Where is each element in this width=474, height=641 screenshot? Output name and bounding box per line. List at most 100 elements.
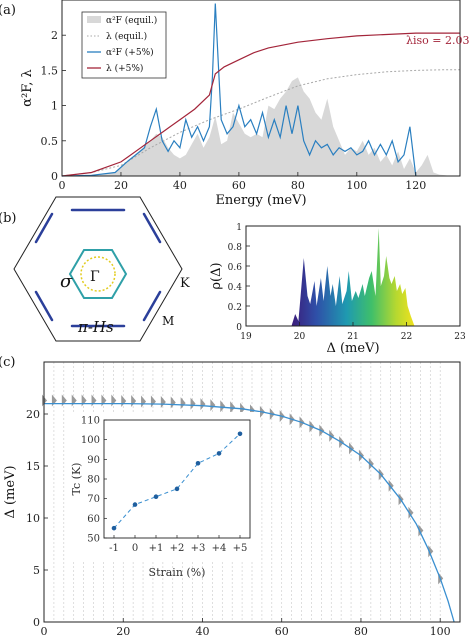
gap-distribution-point — [150, 395, 156, 408]
panel-label-a: (a) — [0, 3, 16, 18]
gamma-circle — [80, 256, 116, 292]
fermi-sheet-1 — [34, 212, 54, 244]
gap-distribution-point — [329, 429, 335, 442]
inset-y-tick-label: 50 — [87, 534, 100, 545]
gap-distribution-point — [61, 394, 67, 407]
inset-y-tick-label: 70 — [87, 494, 100, 505]
gap-distribution-point — [91, 394, 97, 407]
sigma-label: σ — [60, 271, 73, 292]
x-tick-label: 40 — [173, 179, 187, 192]
y-tick-label: 0.8 — [228, 243, 243, 253]
panel-a-frame — [61, 0, 461, 177]
gap-fit-curve — [44, 402, 455, 623]
y-tick-label: 1 — [51, 100, 58, 113]
gamma-label: Γ — [90, 269, 100, 285]
legend-label-strained-a2f: α²F (+5%) — [106, 47, 154, 58]
density-area — [291, 228, 415, 326]
gap-distribution-point — [160, 396, 166, 409]
y-tick-label: 5 — [33, 564, 40, 577]
inset-y-tick-label: 90 — [87, 455, 100, 466]
bz-hexagon — [13, 196, 183, 342]
inset-x-tick-label: +1 — [149, 543, 164, 554]
inset-x-tick-label: -1 — [109, 543, 119, 554]
x-tick-label: 100 — [346, 179, 367, 192]
panel-a-chart: 0 20 40 60 80 100 120 0 0.5 1 1.5 2 Energy (meV) α²… — [20, 0, 469, 208]
gap-distribution-point — [180, 397, 186, 410]
x-tick-label: 40 — [195, 625, 209, 638]
gap-distribution-point — [230, 401, 236, 414]
inset-tc-point — [216, 451, 222, 456]
legend-label-equil-lambda: λ (equil.) — [106, 31, 147, 42]
brillouin-zone-diagram: σ Γ K M π-Hs — [13, 196, 190, 342]
gap-distribution-point — [418, 524, 424, 537]
y-tick-label: 0.6 — [228, 263, 243, 273]
x-tick-label: 80 — [291, 179, 305, 192]
gap-distribution-point — [368, 457, 374, 470]
y-tick-label: 1 — [236, 223, 242, 233]
inset-x-tick-label: 0 — [132, 543, 138, 554]
gap-distribution-point — [51, 394, 57, 407]
y-tick-label: 10 — [26, 512, 40, 525]
gap-distribution-point — [220, 400, 226, 413]
gap-distribution-point — [121, 395, 127, 407]
gap-distribution-point — [170, 396, 176, 409]
gap-distribution-point — [81, 394, 87, 407]
panel-b-xlabel: Δ (meV) — [326, 341, 379, 356]
fermi-sheet-2 — [34, 290, 54, 322]
panel-c-frame — [43, 361, 461, 623]
y-tick-label: 0.2 — [228, 303, 242, 313]
inset-ylabel: Tc (K) — [70, 463, 83, 496]
inset-tc-point — [174, 486, 180, 492]
gap-distribution-point — [408, 506, 414, 519]
x-tick-label: 120 — [405, 179, 426, 192]
panel-label-c: (c) — [0, 355, 15, 370]
inset-tc-point — [237, 431, 243, 437]
y-tick-label: 0.5 — [41, 135, 59, 148]
inset-y-tick-label: 80 — [87, 475, 100, 486]
panel-a-xlabel: Energy (meV) — [215, 193, 306, 208]
inset-x-tick-label: +3 — [191, 543, 206, 554]
fermi-sheet-3 — [142, 212, 162, 244]
pi-hs-label: π-Hs — [77, 318, 114, 336]
gap-distribution-point — [210, 399, 216, 412]
panel-c-chart: 0 20 40 60 80 100 0 5 10 15 20 Δ (meV) -1 0 +1 +2 +3 +4… — [3, 361, 461, 638]
legend-swatch-equil-a2f — [87, 16, 101, 23]
inset-tc-point — [132, 502, 138, 507]
gap-distribution-point — [101, 394, 107, 407]
pi-fermi-sheets — [34, 208, 162, 328]
x-tick-label: 20 — [116, 625, 130, 638]
x-tick-label: 60 — [232, 179, 246, 192]
panel-c-ylabel: Δ (meV) — [3, 465, 18, 518]
fermi-sheet-4 — [142, 290, 162, 322]
m-label: M — [162, 314, 174, 328]
gap-distribution-point — [131, 395, 137, 407]
x-tick-label: 20 — [294, 332, 306, 342]
inset-xlabel: Strain (%) — [149, 566, 206, 579]
legend-label-strained-lambda: λ (+5%) — [106, 63, 143, 74]
series-strained-a2f-line — [61, 3, 417, 177]
k-label: K — [180, 276, 190, 291]
x-tick-label: 20 — [114, 179, 128, 192]
x-tick-label: 0 — [41, 625, 48, 638]
panel-b-ylabel: ρ(Δ) — [209, 262, 224, 289]
x-tick-label: 19 — [240, 332, 252, 342]
y-tick-label: 20 — [26, 408, 40, 421]
gap-distribution-point — [388, 479, 394, 492]
sigma-hexagon — [68, 249, 128, 299]
inset-background — [70, 412, 260, 562]
y-tick-label: 2 — [51, 29, 58, 42]
gap-distribution-point — [200, 398, 206, 411]
inset-y-tick-label: 100 — [81, 435, 100, 446]
gap-distribution-point — [190, 397, 196, 410]
x-tick-label: 60 — [275, 625, 289, 638]
panel-a-ylabel: α²F, λ — [20, 69, 35, 107]
gap-distribution-point — [141, 395, 147, 408]
series-strained-lambda-line — [61, 32, 460, 177]
panel-b-density-chart: 19 20 21 22 23 0 0.2 0.4 0.6 0.8 1 Δ (meV) ρ(Δ) — [209, 223, 466, 356]
inset-x-tick-label: +2 — [170, 543, 185, 554]
x-tick-label: 21 — [347, 332, 358, 342]
inset-tc-point — [111, 525, 117, 531]
gap-distribution-point — [428, 545, 434, 558]
y-tick-label: 0 — [33, 616, 40, 629]
